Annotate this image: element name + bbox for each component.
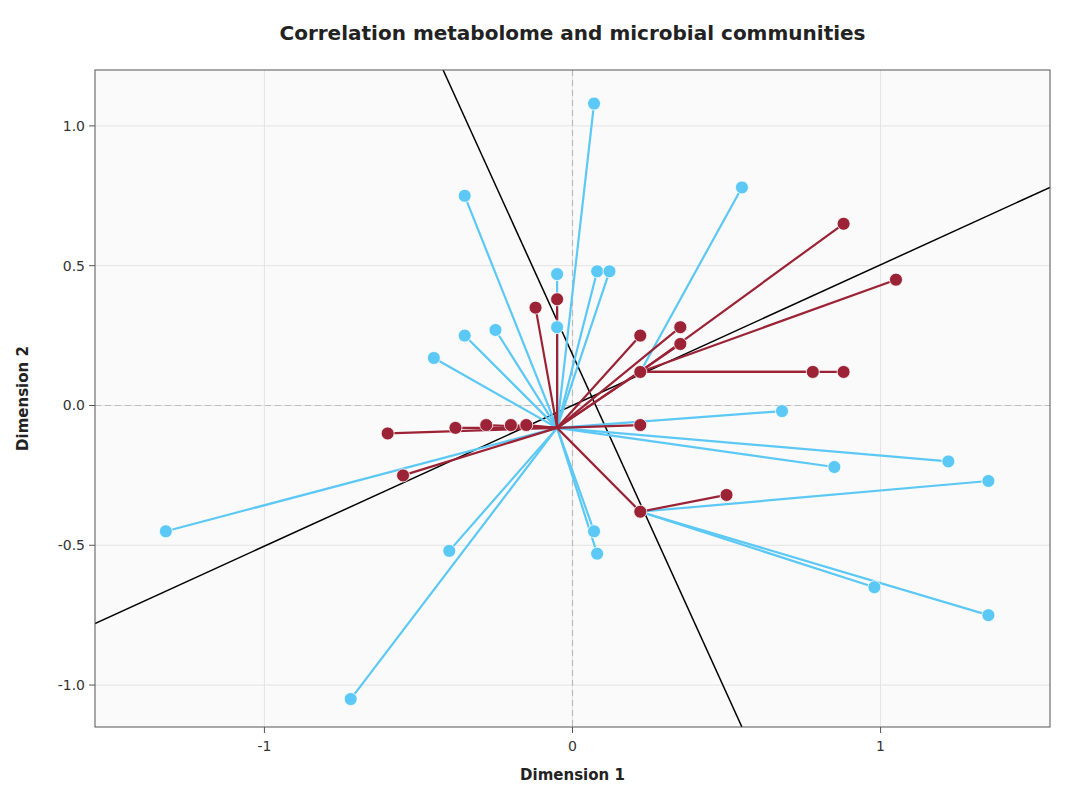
segment bbox=[640, 512, 988, 615]
point bbox=[806, 365, 819, 378]
point bbox=[529, 301, 542, 314]
point bbox=[982, 474, 995, 487]
point bbox=[551, 268, 564, 281]
axes: -1 0 1 -1.0 -0.5 0.0 0.5 1.0 bbox=[58, 118, 885, 754]
point bbox=[588, 97, 601, 110]
point bbox=[889, 273, 902, 286]
crosshair-vertical bbox=[572, 70, 573, 727]
point bbox=[634, 329, 647, 342]
segment bbox=[557, 425, 640, 428]
point bbox=[674, 321, 687, 334]
tick-mark bbox=[89, 685, 95, 686]
title: Correlation metabolome and microbial com… bbox=[279, 21, 865, 45]
tick-label: 0 bbox=[568, 738, 577, 754]
tick-label: -0.5 bbox=[58, 537, 85, 553]
point bbox=[837, 365, 850, 378]
segment bbox=[557, 411, 782, 428]
x-axis-label: Dimension 1 bbox=[520, 766, 625, 784]
segment bbox=[640, 371, 813, 373]
tick-label: 0.5 bbox=[63, 258, 85, 274]
point bbox=[942, 455, 955, 468]
point bbox=[775, 405, 788, 418]
point bbox=[634, 419, 647, 432]
tick-mark bbox=[89, 125, 95, 126]
segment bbox=[351, 428, 557, 699]
plot-area bbox=[95, 70, 1050, 727]
point bbox=[828, 460, 841, 473]
point bbox=[458, 189, 471, 202]
tick-mark bbox=[89, 265, 95, 266]
y-axis-label: Dimension 2 bbox=[14, 346, 32, 451]
point bbox=[551, 293, 564, 306]
point bbox=[591, 547, 604, 560]
point bbox=[674, 337, 687, 350]
point bbox=[837, 217, 850, 230]
point bbox=[520, 419, 533, 432]
point bbox=[634, 365, 647, 378]
segment bbox=[166, 428, 557, 531]
segment bbox=[557, 372, 640, 428]
grid bbox=[95, 70, 1050, 727]
segment bbox=[640, 224, 843, 372]
point bbox=[504, 419, 517, 432]
point bbox=[489, 324, 502, 337]
point bbox=[159, 525, 172, 538]
segment bbox=[557, 428, 594, 531]
plot-frame bbox=[95, 70, 1050, 727]
point bbox=[591, 265, 604, 278]
point bbox=[551, 321, 564, 334]
point bbox=[603, 265, 616, 278]
segment bbox=[640, 187, 742, 372]
point bbox=[344, 693, 357, 706]
point bbox=[982, 609, 995, 622]
tick-label: 1 bbox=[876, 738, 885, 754]
segment bbox=[640, 495, 726, 512]
tick-mark bbox=[89, 405, 95, 406]
point bbox=[449, 421, 462, 434]
grid-line bbox=[880, 70, 881, 727]
chart: -1 0 1 -1.0 -0.5 0.0 0.5 1.0 Correlation metabol… bbox=[0, 0, 1080, 802]
tick-mark bbox=[572, 727, 573, 733]
tick-label: -1 bbox=[257, 738, 271, 754]
point bbox=[634, 505, 647, 518]
point bbox=[588, 525, 601, 538]
point bbox=[443, 544, 456, 557]
segment bbox=[557, 271, 609, 428]
segment bbox=[557, 428, 640, 512]
grid-line bbox=[572, 70, 573, 727]
reference-line bbox=[95, 187, 1050, 623]
segment bbox=[640, 280, 896, 372]
segment bbox=[449, 428, 557, 551]
point bbox=[735, 181, 748, 194]
point bbox=[458, 329, 471, 342]
segment bbox=[640, 481, 988, 512]
segment bbox=[557, 327, 680, 428]
segment bbox=[557, 104, 594, 428]
point bbox=[397, 469, 410, 482]
segment bbox=[465, 196, 557, 428]
tick-mark bbox=[880, 727, 881, 733]
tick-label: 1.0 bbox=[63, 118, 85, 134]
segment bbox=[403, 428, 557, 476]
point bbox=[868, 581, 881, 594]
point bbox=[720, 488, 733, 501]
segment bbox=[556, 299, 558, 428]
segment bbox=[557, 336, 640, 428]
point bbox=[381, 427, 394, 440]
marks bbox=[95, 70, 1050, 727]
point bbox=[427, 351, 440, 364]
segment bbox=[434, 358, 557, 428]
grid-line bbox=[264, 70, 265, 727]
tick-label: -1.0 bbox=[58, 677, 85, 693]
tick-label: 0.0 bbox=[63, 397, 85, 413]
point bbox=[480, 419, 493, 432]
reference-line bbox=[443, 70, 742, 727]
segment bbox=[557, 428, 948, 462]
tick-mark bbox=[264, 727, 265, 733]
tick-mark bbox=[89, 545, 95, 546]
